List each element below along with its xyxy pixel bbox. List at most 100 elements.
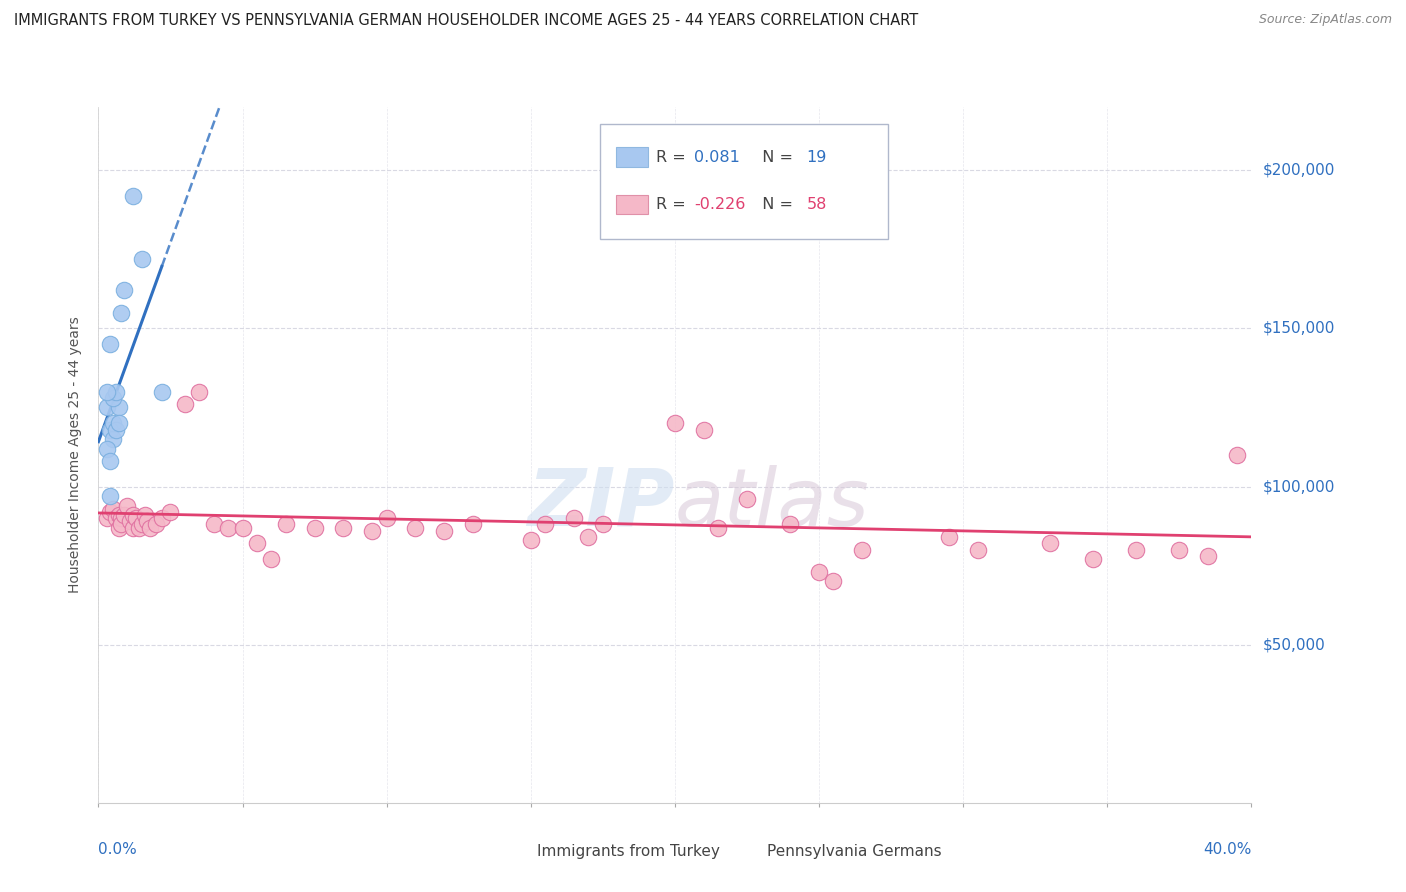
Y-axis label: Householder Income Ages 25 - 44 years: Householder Income Ages 25 - 44 years xyxy=(69,317,83,593)
Point xyxy=(107,508,129,522)
FancyBboxPatch shape xyxy=(616,147,648,167)
Point xyxy=(174,397,197,411)
Point xyxy=(96,442,118,456)
Point xyxy=(101,501,124,516)
FancyBboxPatch shape xyxy=(616,194,648,214)
Point xyxy=(304,521,326,535)
Text: N =: N = xyxy=(752,197,799,212)
Point xyxy=(1226,448,1249,462)
Text: Pennsylvania Germans: Pennsylvania Germans xyxy=(768,844,942,859)
Point xyxy=(361,524,384,538)
Point xyxy=(107,401,129,415)
Point xyxy=(1081,552,1104,566)
Point xyxy=(139,521,162,535)
Point xyxy=(128,521,150,535)
Point xyxy=(122,508,145,522)
Point xyxy=(98,423,121,437)
Point xyxy=(735,492,758,507)
Point xyxy=(98,454,121,468)
Point xyxy=(134,508,156,522)
Text: IMMIGRANTS FROM TURKEY VS PENNSYLVANIA GERMAN HOUSEHOLDER INCOME AGES 25 - 44 YE: IMMIGRANTS FROM TURKEY VS PENNSYLVANIA G… xyxy=(14,13,918,29)
Text: ZIP: ZIP xyxy=(527,465,675,542)
FancyBboxPatch shape xyxy=(499,841,530,862)
Point xyxy=(131,252,153,266)
Text: -0.226: -0.226 xyxy=(695,197,745,212)
Point xyxy=(101,417,124,431)
Point xyxy=(433,524,456,538)
Point xyxy=(562,511,585,525)
Point xyxy=(851,542,873,557)
Point xyxy=(188,384,211,399)
Text: R =: R = xyxy=(657,197,692,212)
Point xyxy=(104,511,127,525)
Point xyxy=(520,533,543,548)
Point xyxy=(98,489,121,503)
Point xyxy=(375,511,398,525)
Text: N =: N = xyxy=(752,150,799,165)
Text: $150,000: $150,000 xyxy=(1263,321,1334,336)
Point xyxy=(332,521,354,535)
Point xyxy=(117,499,138,513)
Text: $50,000: $50,000 xyxy=(1263,637,1326,652)
Point xyxy=(823,574,845,589)
Point xyxy=(246,536,269,550)
Text: 0.0%: 0.0% xyxy=(98,842,138,856)
Point xyxy=(98,505,121,519)
Text: Immigrants from Turkey: Immigrants from Turkey xyxy=(537,844,720,859)
Point xyxy=(96,511,118,525)
Text: R =: R = xyxy=(657,150,692,165)
Text: 0.081: 0.081 xyxy=(695,150,741,165)
Point xyxy=(150,384,173,399)
Text: $100,000: $100,000 xyxy=(1263,479,1334,494)
Point xyxy=(112,508,135,522)
Point xyxy=(202,517,225,532)
Point xyxy=(664,417,686,431)
Point xyxy=(578,530,600,544)
Point xyxy=(107,417,129,431)
Point xyxy=(104,384,127,399)
Point xyxy=(101,391,124,405)
FancyBboxPatch shape xyxy=(730,841,761,862)
Point xyxy=(122,521,145,535)
Point xyxy=(110,517,132,532)
Text: 19: 19 xyxy=(806,150,827,165)
Point xyxy=(1168,542,1191,557)
Point xyxy=(534,517,557,532)
Point xyxy=(405,521,427,535)
Point xyxy=(938,530,960,544)
Point xyxy=(110,511,132,525)
Point xyxy=(110,305,132,319)
Text: $200,000: $200,000 xyxy=(1263,163,1334,178)
Point xyxy=(693,423,716,437)
Point xyxy=(260,552,283,566)
Point xyxy=(122,188,145,202)
Point xyxy=(807,565,830,579)
Point xyxy=(461,517,484,532)
Point xyxy=(107,521,129,535)
Point xyxy=(274,517,297,532)
Point xyxy=(779,517,801,532)
Point xyxy=(98,337,121,351)
Point xyxy=(966,542,988,557)
Point xyxy=(136,514,159,528)
Text: atlas: atlas xyxy=(675,465,870,542)
Point xyxy=(131,517,153,532)
Point xyxy=(1197,549,1219,563)
Point xyxy=(217,521,239,535)
Point xyxy=(159,505,181,519)
Point xyxy=(101,432,124,446)
Text: Source: ZipAtlas.com: Source: ZipAtlas.com xyxy=(1258,13,1392,27)
Point xyxy=(1125,542,1147,557)
FancyBboxPatch shape xyxy=(600,124,889,239)
Text: 40.0%: 40.0% xyxy=(1204,842,1251,856)
Text: 58: 58 xyxy=(806,197,827,212)
Point xyxy=(96,384,118,399)
Point xyxy=(707,521,730,535)
Point xyxy=(120,514,142,528)
Point xyxy=(112,284,135,298)
Point xyxy=(96,401,118,415)
Point xyxy=(592,517,614,532)
Point xyxy=(231,521,254,535)
Point xyxy=(150,511,173,525)
Point xyxy=(145,517,167,532)
